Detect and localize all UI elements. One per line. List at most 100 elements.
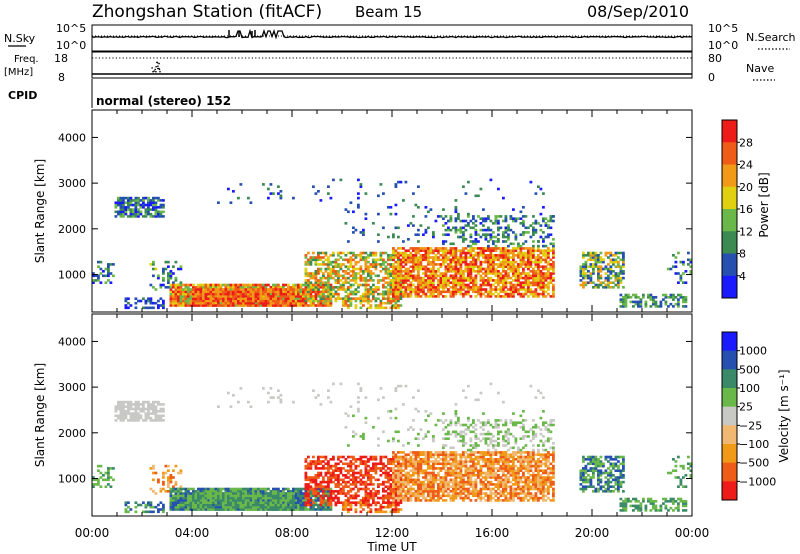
power-cell (547, 254, 550, 257)
power-cell (404, 263, 408, 266)
velocity-cell (149, 503, 153, 507)
velocity-cell (129, 414, 133, 418)
velocity-cell (254, 505, 258, 509)
power-cell (372, 265, 375, 268)
velocity-cell (324, 501, 328, 504)
power-cell (209, 304, 213, 307)
power-cell (179, 301, 183, 305)
power-cell (347, 260, 350, 264)
power-cell (204, 301, 208, 305)
power-cell (404, 276, 408, 280)
power-cell (167, 281, 170, 284)
velocity-cell (172, 496, 175, 500)
power-cell (234, 283, 238, 287)
power-cell (252, 288, 255, 291)
power-cell (374, 254, 378, 257)
velocity-cell (279, 501, 283, 504)
power-cell (622, 258, 625, 262)
velocity-cell (317, 476, 320, 479)
power-cell (394, 260, 398, 264)
power-cell (644, 305, 648, 308)
velocity-cell (307, 485, 310, 488)
power-cell (347, 276, 350, 280)
power-cell (487, 226, 490, 230)
velocity-cell (217, 505, 220, 509)
velocity-cell (222, 494, 225, 498)
velocity-cell (312, 499, 315, 502)
power-cell (542, 295, 545, 298)
power-cell (544, 267, 548, 271)
power-cell (184, 304, 188, 307)
velocity-cell (274, 505, 278, 509)
power-cell (197, 297, 200, 300)
power-cell (192, 288, 195, 291)
power-cell (339, 256, 343, 259)
power-cell (634, 293, 638, 297)
power-cell (457, 288, 460, 291)
power-cell (209, 292, 213, 296)
velocity-cell (304, 474, 308, 477)
velocity-cell (337, 458, 340, 461)
power-cell (604, 279, 608, 282)
power-cell (514, 272, 518, 275)
power-cell (462, 276, 465, 280)
power-cell (349, 279, 353, 282)
power-cell (639, 305, 643, 308)
velocity-cell (229, 496, 233, 500)
velocity-cell (179, 496, 183, 500)
power-cell (639, 302, 643, 306)
power-cell (454, 206, 458, 209)
power-cell (414, 265, 418, 268)
power-cell (507, 288, 510, 291)
power-cell (262, 295, 265, 298)
power-cell (447, 288, 450, 291)
velocity-cell (264, 503, 268, 507)
power-cell (617, 274, 620, 278)
power-cell (417, 290, 420, 294)
power-cell (179, 286, 183, 289)
power-cell (592, 251, 595, 255)
power-cell (542, 219, 545, 223)
power-cell (249, 295, 253, 298)
velocity-cell (304, 508, 308, 511)
velocity-cell (152, 478, 155, 482)
power-cell (477, 251, 480, 255)
power-cell (234, 304, 238, 307)
power-cell (642, 296, 645, 299)
power-cell (524, 292, 528, 296)
power-cell (244, 292, 248, 296)
power-cell (347, 304, 350, 307)
power-cell (272, 292, 275, 296)
power-cell (269, 288, 273, 291)
power-cell (287, 297, 290, 300)
power-cell (329, 274, 333, 278)
power-cell (339, 279, 343, 282)
power-cell (417, 251, 420, 255)
velocity-cell (284, 508, 288, 511)
power-cell (152, 286, 155, 289)
velocity-cell (199, 505, 203, 509)
power-cell (387, 276, 390, 280)
power-cell (144, 215, 148, 218)
velocity-cell (179, 503, 183, 507)
power-cell (437, 274, 440, 278)
power-cell (447, 256, 450, 259)
power-cell (517, 279, 520, 282)
power-cell (189, 283, 193, 287)
power-cell (439, 272, 443, 275)
velocity-cell (104, 471, 108, 475)
power-cell (429, 267, 433, 271)
power-cell (179, 292, 183, 296)
velocity-cell (232, 505, 235, 509)
power-cell (474, 231, 478, 234)
power-cell (677, 305, 680, 308)
power-cell (397, 260, 400, 264)
power-cell (422, 265, 425, 268)
power-cell (419, 256, 423, 259)
power-cell (427, 251, 430, 255)
power-cell (452, 295, 455, 298)
power-cell (612, 286, 615, 289)
power-cell (622, 302, 625, 306)
power-cell (402, 274, 405, 278)
power-cell (512, 251, 515, 255)
